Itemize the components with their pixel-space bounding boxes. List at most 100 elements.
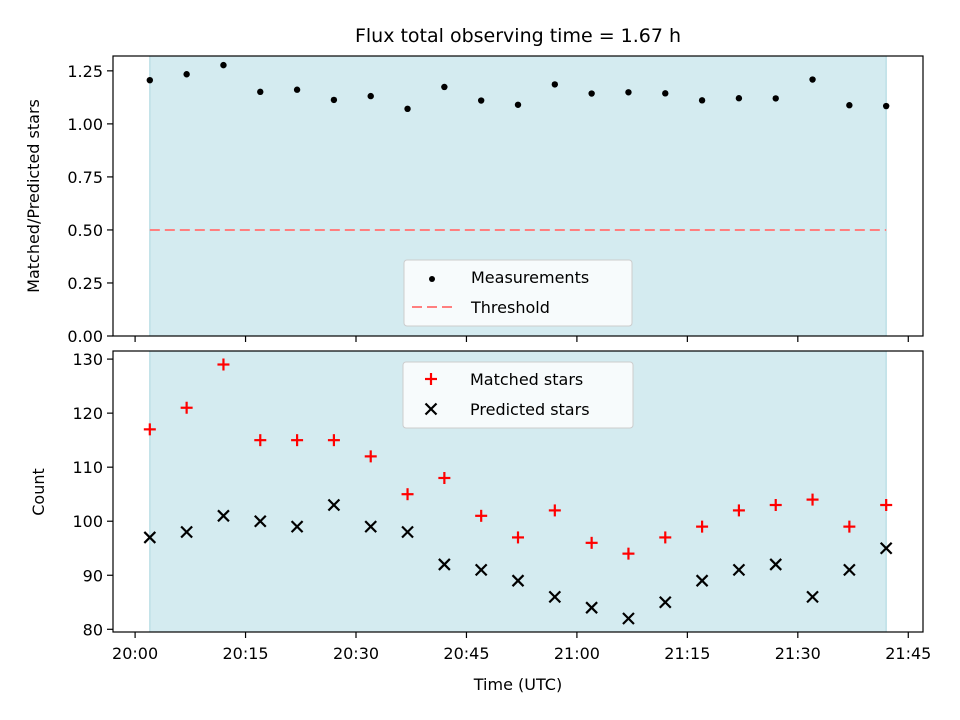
x-tick-label: 20:00	[112, 644, 158, 663]
matched-star-point	[769, 499, 782, 512]
matched-star-point	[548, 504, 561, 517]
measurement-point	[257, 88, 264, 96]
predicted-star-point	[143, 531, 157, 544]
matched-star-point	[843, 520, 856, 533]
predicted-star-point	[806, 590, 819, 604]
legend-box	[403, 259, 633, 327]
measurement-point	[477, 97, 485, 104]
measurement-point	[625, 89, 632, 96]
y-tick-label: 110	[72, 458, 103, 477]
measurement-point	[220, 61, 227, 69]
x-stroke-2	[217, 509, 230, 523]
x-stroke-2	[622, 612, 635, 625]
predicted-star-point	[658, 596, 672, 609]
x-tick-label: 20:15	[222, 644, 268, 663]
y-tick-label: 0.75	[67, 168, 103, 187]
x-stroke-2	[548, 590, 562, 604]
measurement-point	[367, 92, 374, 100]
predicted-star-point	[474, 563, 488, 577]
predicted-star-point	[290, 520, 304, 533]
predicted-star-point	[364, 520, 378, 533]
legend-label: Threshold	[470, 298, 550, 317]
matched-star-point	[401, 488, 414, 501]
x-stroke-2	[695, 574, 709, 587]
measurement-point	[662, 90, 669, 97]
x-stroke-2	[511, 574, 525, 587]
matched-star-point	[585, 536, 598, 549]
matched-star-point	[364, 450, 377, 463]
legend-box	[402, 361, 634, 429]
top-y-axis-label: Matched/Predicted stars	[24, 99, 43, 293]
x-stroke-2	[438, 558, 451, 571]
predicted-star-point	[327, 498, 341, 512]
x-stroke-2	[364, 520, 378, 533]
measurement-point	[698, 97, 706, 104]
measurement-point	[404, 105, 411, 113]
x-stroke-2	[843, 563, 856, 577]
y-tick-label: 0.00	[67, 327, 103, 346]
matched-star-point	[880, 499, 893, 512]
y-tick-label: 0.50	[67, 221, 103, 240]
x-stroke-2	[327, 498, 341, 512]
measurement-point	[588, 90, 595, 97]
measurement-point	[183, 71, 190, 78]
predicted-star-point	[879, 541, 893, 555]
x-stroke-2	[290, 520, 304, 533]
matched-star-point	[217, 358, 230, 371]
x-stroke-2	[769, 558, 783, 571]
predicted-star-point	[732, 563, 746, 577]
x-stroke-2	[732, 563, 746, 577]
x-tick-label: 20:30	[333, 644, 379, 663]
matched-star-point	[806, 493, 819, 506]
matched-star-point	[254, 434, 267, 447]
measurement-point	[146, 76, 154, 84]
legend-marker-x2	[424, 402, 438, 416]
predicted-star-point	[511, 574, 525, 587]
legend-marker-dot	[429, 276, 435, 282]
y-tick-label: 0.25	[67, 274, 103, 293]
matched-star-point	[180, 401, 193, 414]
y-tick-label: 120	[72, 404, 103, 423]
bottom-panel: Count Time (UTC) 80 90 100 110 120 130 20:00 20…	[29, 350, 931, 694]
y-tick-label: 90	[83, 566, 103, 585]
x-tick-label: 21:15	[664, 644, 710, 663]
measurement-point	[514, 101, 522, 108]
predicted-star-point	[217, 509, 230, 523]
matched-star-point	[512, 531, 524, 544]
legend-label: Matched stars	[470, 370, 583, 389]
predicted-star-point	[622, 612, 635, 625]
measurement-point	[551, 81, 559, 88]
predicted-star-point	[769, 558, 783, 571]
legend-top: Measurements Threshold	[403, 259, 633, 327]
y-tick-label: 130	[72, 350, 103, 369]
legend-bottom: Matched stars Predicted stars	[402, 361, 634, 429]
matched-star-point	[291, 434, 304, 447]
measurement-point	[809, 76, 816, 83]
x-tick-label: 21:00	[554, 644, 600, 663]
x-stroke-2	[585, 601, 598, 614]
measurement-point	[735, 95, 743, 102]
chart-title: Flux total observing time = 1.67 h	[355, 25, 681, 47]
matched-star-point	[659, 531, 672, 544]
measurement-point	[330, 96, 338, 104]
y-tick-label: 1.25	[67, 62, 103, 81]
measurement-point	[441, 83, 448, 91]
matched-star-point	[438, 471, 451, 484]
x-stroke-2	[658, 596, 672, 609]
measurement-point	[772, 95, 779, 102]
predicted-star-point	[695, 574, 709, 587]
x-stroke-2	[143, 531, 157, 544]
predicted-star-point	[548, 590, 562, 604]
predicted-star-point	[843, 563, 856, 577]
matched-star-point	[143, 423, 156, 436]
predicted-star-point	[180, 525, 193, 539]
matched-star-point	[475, 509, 488, 522]
y-tick-label: 80	[83, 620, 103, 639]
measurement-point	[846, 102, 853, 109]
x-stroke-2	[806, 590, 819, 604]
x-tick-label: 20:45	[443, 644, 489, 663]
x-stroke-2	[474, 563, 488, 577]
predicted-star-point	[401, 525, 414, 539]
x-tick-label: 21:45	[885, 644, 931, 663]
